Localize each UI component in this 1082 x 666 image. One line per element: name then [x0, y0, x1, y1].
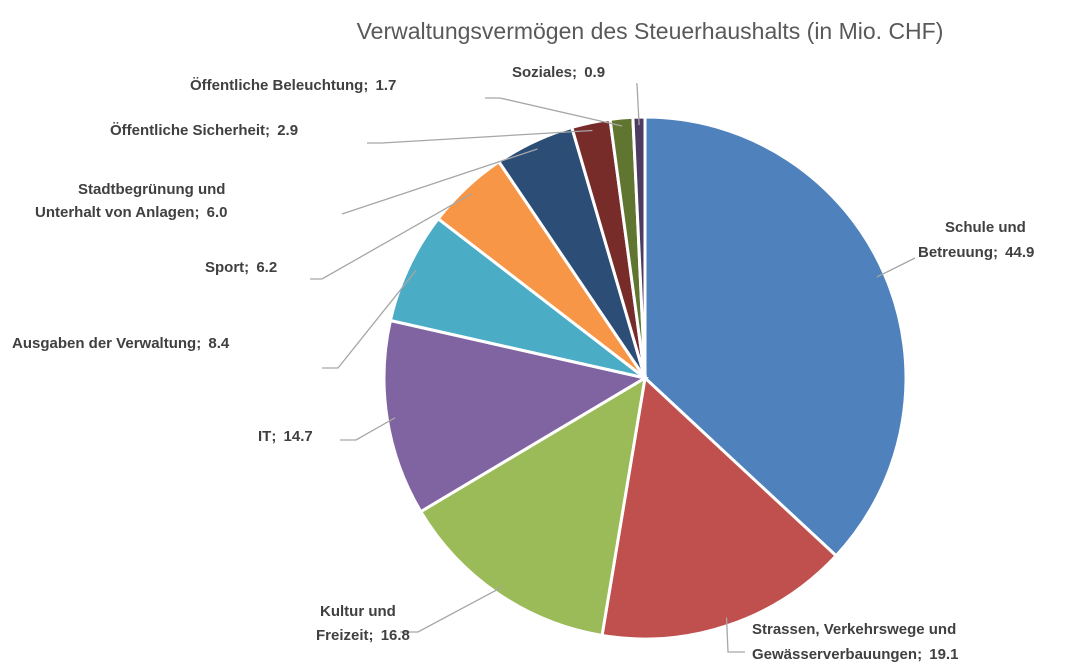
- data-label-value: 6.0: [207, 204, 228, 221]
- leader-line: [725, 617, 745, 653]
- label-separator: ;: [572, 64, 581, 81]
- label-line: Schule und: [945, 219, 1030, 236]
- data-label-value: 16.8: [381, 627, 410, 644]
- pie-slice: [600, 375, 839, 641]
- leader-line: [340, 417, 396, 441]
- data-label-name: Soziales: [512, 64, 572, 81]
- label-line: Öffentliche Sicherheit: [110, 122, 265, 139]
- data-label-value: 14.7: [284, 428, 313, 445]
- chart-title: Verwaltungsvermögen des Steuerhaushalts …: [357, 18, 944, 44]
- leader-line: [400, 586, 503, 633]
- label-separator: ;: [917, 646, 926, 663]
- data-label-name: Ausgaben der Verwaltung: [12, 335, 196, 352]
- data-label-name: Öffentliche Sicherheit: [110, 122, 265, 139]
- label-separator: ;: [244, 259, 253, 276]
- label-separator: ;: [271, 428, 280, 445]
- label-line: Gewässerverbauungen: [752, 646, 917, 663]
- label-line: Sport: [205, 259, 244, 276]
- label-line: Ausgaben der Verwaltung: [12, 335, 196, 352]
- data-label-name: Strassen, Verkehrswege und Gewässerverba…: [752, 621, 960, 663]
- label-line: Kultur und: [320, 603, 400, 620]
- label-line: IT: [258, 428, 271, 445]
- label-line: Soziales: [512, 64, 572, 81]
- label-line: Freizeit: [316, 627, 369, 644]
- pie-slice: [418, 375, 648, 638]
- label-separator: ;: [369, 627, 378, 644]
- data-label-value: 0.9: [584, 64, 605, 81]
- label-separator: ;: [265, 122, 274, 139]
- label-line: Strassen, Verkehrswege und: [752, 621, 960, 638]
- leader-line: [341, 148, 538, 215]
- leader-line: [310, 193, 473, 280]
- pie-slice: [388, 216, 646, 380]
- data-label-value: 2.9: [277, 122, 298, 139]
- label-line: Stadtbegrünung und: [78, 181, 230, 198]
- label-separator: ;: [194, 204, 203, 221]
- label-line: Betreuung: [918, 244, 993, 261]
- data-label-value: 44.9: [1005, 244, 1034, 261]
- label-separator: ;: [993, 244, 1002, 261]
- data-label-name: IT: [258, 428, 271, 445]
- label-line: Öffentliche Beleuchtung: [190, 77, 363, 94]
- leader-line: [322, 270, 417, 369]
- data-label-value: 8.4: [208, 335, 230, 352]
- label-line: Unterhalt von Anlagen: [35, 204, 194, 221]
- data-label-value: 19.1: [929, 646, 958, 663]
- data-label-name: Kultur und Freizeit: [316, 603, 400, 644]
- leader-line: [876, 257, 916, 278]
- data-label-value: 6.2: [256, 259, 277, 276]
- data-label-name: Stadtbegrünung und Unterhalt von Anlagen: [35, 181, 230, 221]
- pie-slice: [382, 318, 649, 514]
- data-label-value: 1.7: [376, 77, 397, 94]
- leader-line: [636, 83, 640, 126]
- label-separator: ;: [363, 77, 372, 94]
- leader-line: [367, 129, 593, 144]
- data-label-name: Sport: [205, 259, 244, 276]
- leader-line: [485, 97, 623, 127]
- label-separator: ;: [196, 335, 205, 352]
- data-label-name: Schule und Betreuung: [918, 219, 1030, 261]
- data-label-name: Öffentliche Beleuchtung: [190, 77, 363, 94]
